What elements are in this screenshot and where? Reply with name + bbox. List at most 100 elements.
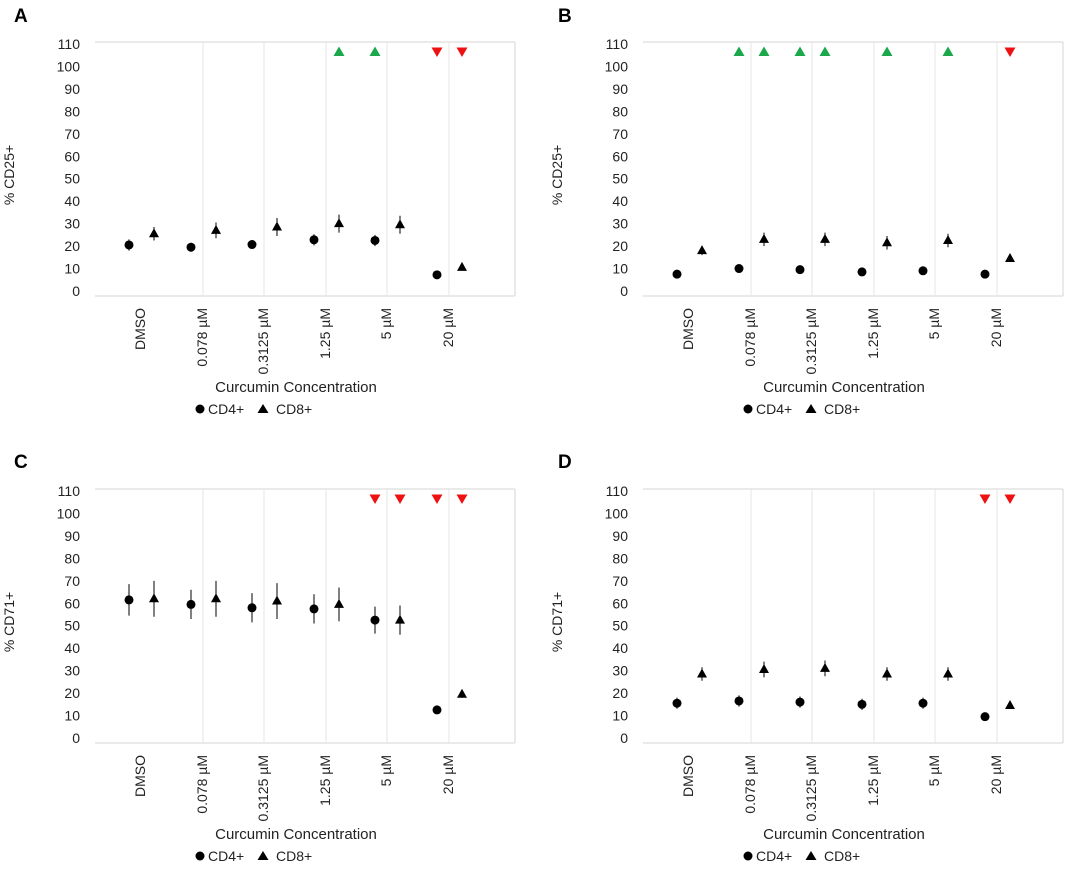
y-axis-label: % CD25+ <box>549 145 565 205</box>
cd8-point <box>1005 252 1015 262</box>
x-tick-label: 0.3125 µM <box>803 308 819 374</box>
x-tick-label: 20 µM <box>440 755 456 794</box>
panel-label-c: C <box>14 452 28 473</box>
x-tick-label: 0.3125 µM <box>255 308 271 374</box>
cd8-point <box>882 237 892 247</box>
y-tick-label: 80 <box>64 103 80 119</box>
x-tick-label: 1.25 µM <box>317 755 333 806</box>
y-tick-label: 80 <box>64 550 80 566</box>
cd8-point <box>395 614 405 624</box>
cd4-point <box>124 240 134 250</box>
y-tick-label: 20 <box>64 238 80 254</box>
significance-up-marker <box>794 46 806 56</box>
x-tick-label: 0.078 µM <box>194 755 210 814</box>
legend-label-cd4: CD4+ <box>756 401 792 417</box>
cd4-point <box>432 270 442 280</box>
y-tick-label: 50 <box>612 618 628 634</box>
chart-panel-d: 0 10 20 30 40 50 60 70 80 90 100 110 % CD71+ DMSO 0.07… <box>549 483 1064 864</box>
x-tick-label: DMSO <box>132 755 148 797</box>
cd8-point <box>1005 699 1015 709</box>
y-tick-label: 70 <box>64 126 80 142</box>
cd4-point <box>918 698 928 708</box>
x-axis-label: Curcumin Concentration <box>215 379 377 396</box>
legend-label-cd4: CD4+ <box>208 401 244 417</box>
x-axis-label: Curcumin Concentration <box>215 826 377 843</box>
significance-up-marker <box>333 46 345 56</box>
x-tick-label: 20 µM <box>988 755 1004 794</box>
panel-label-d: D <box>558 452 572 473</box>
cd8-point <box>211 593 221 603</box>
significance-up-marker <box>819 46 831 56</box>
legend-marker-cd8 <box>257 851 269 860</box>
significance-down-marker <box>1004 47 1016 57</box>
chart-panel-b: 0 10 20 30 40 50 60 70 80 90 100 110 % CD25+ DMSO 0.07… <box>549 36 1064 417</box>
y-tick-label: 100 <box>605 505 629 521</box>
y-axis-label: % CD71+ <box>549 592 565 652</box>
cd4-point <box>795 265 805 275</box>
legend-marker-cd4 <box>195 404 205 414</box>
y-tick-label: 30 <box>64 663 80 679</box>
cd8-point <box>211 224 221 234</box>
y-tick-label: 40 <box>612 193 628 209</box>
x-axis-label: Curcumin Concentration <box>763 379 925 396</box>
significance-down-marker <box>431 47 443 57</box>
y-tick-label: 70 <box>612 126 628 142</box>
panel-label-b: B <box>558 6 572 27</box>
y-tick-label: 80 <box>612 550 628 566</box>
significance-up-marker <box>758 46 770 56</box>
y-tick-label: 40 <box>612 640 628 656</box>
legend-label-cd4: CD4+ <box>208 848 244 864</box>
x-tick-label: 0.3125 µM <box>255 755 271 821</box>
y-tick-label: 100 <box>605 58 629 74</box>
y-tick-label: 20 <box>612 685 628 701</box>
y-tick-label: 50 <box>64 618 80 634</box>
x-tick-label: 5 µM <box>926 755 942 786</box>
y-tick-label: 50 <box>64 171 80 187</box>
x-tick-label: 1.25 µM <box>317 308 333 359</box>
y-tick-label: 70 <box>64 573 80 589</box>
y-tick-label: 0 <box>620 283 628 299</box>
cd4-point <box>124 595 134 605</box>
cd4-point <box>857 699 867 709</box>
y-tick-label: 40 <box>64 640 80 656</box>
y-tick-label: 10 <box>612 261 628 277</box>
legend-label-cd8: CD8+ <box>824 401 860 417</box>
cd8-point <box>820 662 830 672</box>
x-tick-label: 0.3125 µM <box>803 755 819 821</box>
cd4-point <box>247 240 257 250</box>
cd8-point <box>759 664 769 674</box>
legend-marker-cd8 <box>805 851 817 860</box>
y-tick-label: 20 <box>612 238 628 254</box>
y-tick-label: 110 <box>606 36 629 52</box>
panel-label-a: A <box>14 6 28 27</box>
significance-up-marker <box>369 46 381 56</box>
y-tick-label: 90 <box>612 528 628 544</box>
significance-up-marker <box>881 46 893 56</box>
y-axis-label: % CD25+ <box>1 145 17 205</box>
cd4-point <box>980 712 990 722</box>
y-tick-label: 20 <box>64 685 80 701</box>
cd8-point <box>149 593 159 603</box>
y-tick-label: 110 <box>58 483 81 499</box>
legend-marker-cd4 <box>743 404 753 414</box>
x-tick-label: 5 µM <box>378 308 394 339</box>
cd4-point <box>980 269 990 279</box>
cd8-point <box>272 595 282 605</box>
x-tick-label: 0.078 µM <box>742 755 758 814</box>
y-tick-label: 0 <box>620 730 628 746</box>
legend-label-cd8: CD8+ <box>276 401 312 417</box>
y-tick-label: 80 <box>612 103 628 119</box>
cd4-point <box>672 269 682 279</box>
x-tick-label: 20 µM <box>988 308 1004 347</box>
y-tick-label: 110 <box>606 483 629 499</box>
significance-down-marker <box>369 494 381 504</box>
y-tick-label: 0 <box>72 730 80 746</box>
cd4-point <box>734 696 744 706</box>
significance-up-marker <box>942 46 954 56</box>
significance-down-marker <box>456 47 468 57</box>
legend-marker-cd4 <box>743 851 753 861</box>
y-tick-label: 10 <box>64 708 80 724</box>
x-axis-label: Curcumin Concentration <box>763 826 925 843</box>
significance-down-marker <box>394 494 406 504</box>
y-tick-label: 40 <box>64 193 80 209</box>
